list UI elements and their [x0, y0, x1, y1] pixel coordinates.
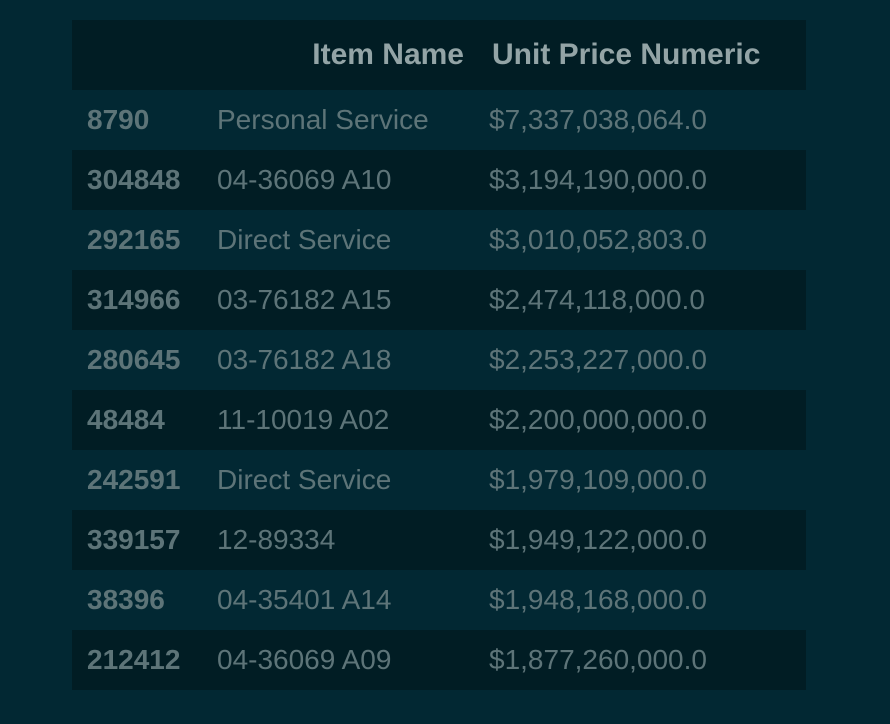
- row-index: 8790: [87, 104, 150, 135]
- unit-price-cell: $3,010,052,803.0: [489, 224, 707, 255]
- unit-price-cell: $1,979,109,000.0: [489, 464, 707, 495]
- row-index: 304848: [87, 164, 181, 195]
- row-index: 314966: [87, 284, 181, 315]
- header-row: Item Name Unit Price Numeric: [72, 20, 806, 90]
- row-index: 339157: [87, 524, 181, 555]
- table-header: Item Name Unit Price Numeric: [72, 20, 806, 90]
- unit-price-cell: $1,948,168,000.0: [489, 584, 707, 615]
- unit-price-cell: $2,253,227,000.0: [489, 344, 707, 375]
- item-name-cell: 03-76182 A18: [217, 344, 392, 375]
- table-row: 212412 04-36069 A09 $1,877,260,000.0: [72, 630, 806, 690]
- item-name-cell: Direct Service: [217, 464, 392, 495]
- item-name-cell: 12-89334: [217, 524, 336, 555]
- unit-price-cell: $7,337,038,064.0: [489, 104, 707, 135]
- unit-price-cell: $2,474,118,000.0: [489, 284, 705, 315]
- item-name-cell: 04-36069 A10: [217, 164, 392, 195]
- row-index: 38396: [87, 584, 165, 615]
- unit-price-cell: $1,949,122,000.0: [489, 524, 707, 555]
- row-index: 212412: [87, 644, 181, 675]
- row-index: 48484: [87, 404, 165, 435]
- data-table-container: Item Name Unit Price Numeric 8790 Person…: [72, 20, 806, 690]
- row-index: 292165: [87, 224, 181, 255]
- row-index: 242591: [87, 464, 181, 495]
- table-row: 8790 Personal Service $7,337,038,064.0: [72, 90, 806, 150]
- row-index: 280645: [87, 344, 181, 375]
- column-header-item-name: Item Name: [312, 38, 464, 71]
- item-name-cell: 03-76182 A15: [217, 284, 392, 315]
- table-row: 38396 04-35401 A14 $1,948,168,000.0: [72, 570, 806, 630]
- column-header-index: [72, 20, 216, 90]
- unit-price-cell: $1,877,260,000.0: [489, 644, 707, 675]
- table-row: 304848 04-36069 A10 $3,194,190,000.0: [72, 150, 806, 210]
- unit-price-cell: $2,200,000,000.0: [489, 404, 707, 435]
- table-body: 8790 Personal Service $7,337,038,064.0 3…: [72, 90, 806, 690]
- table-row: 339157 12-89334 $1,949,122,000.0: [72, 510, 806, 570]
- table-row: 314966 03-76182 A15 $2,474,118,000.0: [72, 270, 806, 330]
- item-name-cell: 04-35401 A14: [217, 584, 392, 615]
- item-name-cell: 04-36069 A09: [217, 644, 392, 675]
- item-name-cell: 11-10019 A02: [217, 404, 390, 435]
- table-row: 280645 03-76182 A18 $2,253,227,000.0: [72, 330, 806, 390]
- item-name-cell: Personal Service: [217, 104, 429, 135]
- table-row: 292165 Direct Service $3,010,052,803.0: [72, 210, 806, 270]
- item-name-cell: Direct Service: [217, 224, 392, 255]
- unit-price-cell: $3,194,190,000.0: [489, 164, 707, 195]
- column-header-unit-price: Unit Price Numeric: [492, 38, 761, 71]
- table-row: 48484 11-10019 A02 $2,200,000,000.0: [72, 390, 806, 450]
- data-table: Item Name Unit Price Numeric 8790 Person…: [72, 20, 806, 690]
- table-row: 242591 Direct Service $1,979,109,000.0: [72, 450, 806, 510]
